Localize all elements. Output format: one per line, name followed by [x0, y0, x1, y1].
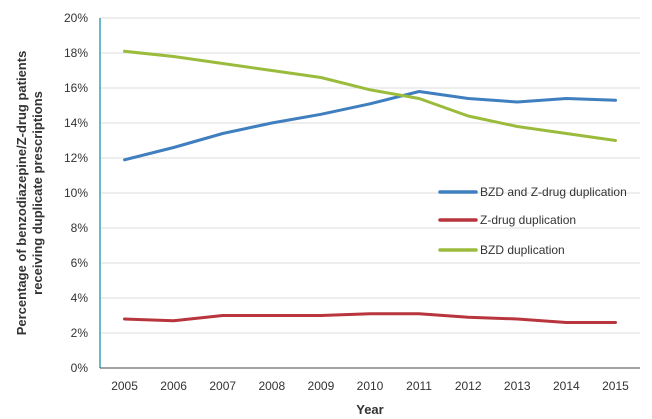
legend: BZD and Z-drug duplication Z-drug duplica… — [438, 185, 627, 257]
x-tick-label: 2007 — [209, 379, 236, 393]
y-tick-label: 2% — [71, 326, 89, 340]
x-tick-labels: 2005 2006 2007 2008 2009 2010 2011 2012 2013 2014… — [111, 379, 629, 393]
y-tick-label: 16% — [64, 81, 88, 95]
x-tick-label: 2010 — [357, 379, 384, 393]
x-axis-title: Year — [356, 402, 383, 417]
y-tick-label: 20% — [64, 11, 88, 25]
x-tick-label: 2012 — [455, 379, 482, 393]
legend-label-1: BZD and Z-drug duplication — [480, 185, 627, 199]
x-tick-label: 2006 — [160, 379, 187, 393]
x-tick-label: 2008 — [258, 379, 285, 393]
x-tick-label: 2014 — [553, 379, 580, 393]
y-tick-label: 18% — [64, 46, 88, 60]
y-tick-label: 10% — [64, 186, 88, 200]
legend-label-2: Z-drug duplication — [480, 213, 576, 227]
y-tick-labels: 0% 2% 4% 6% 8% 10% 12% 14% 16% 18% 20% — [64, 11, 88, 375]
gridlines — [100, 17, 640, 334]
y-axis-title: Percentage of benzodiazepine/Z-drug pati… — [14, 51, 45, 336]
y-tick-label: 8% — [71, 221, 89, 235]
series-line-3 — [123, 49, 617, 142]
y-tick-label: 4% — [71, 291, 89, 305]
y-tick-label: 14% — [64, 116, 88, 130]
series-line-1 — [123, 90, 617, 162]
legend-label-3: BZD duplication — [480, 243, 565, 257]
x-tick-label: 2015 — [602, 379, 629, 393]
series-lines — [123, 49, 617, 324]
x-tick-label: 2013 — [504, 379, 531, 393]
y-tick-label: 6% — [71, 256, 89, 270]
y-tick-label: 12% — [64, 151, 88, 165]
x-tick-label: 2011 — [406, 379, 432, 393]
y-axis-title-line-1: Percentage of benzodiazepine/Z-drug pati… — [14, 51, 29, 336]
x-tick-label: 2005 — [111, 379, 138, 393]
x-tick-label: 2009 — [308, 379, 335, 393]
y-tick-label: 0% — [71, 361, 89, 375]
series-line-2 — [123, 312, 617, 324]
y-axis-title-line-2: receiving duplicate prescriptions — [30, 91, 45, 295]
